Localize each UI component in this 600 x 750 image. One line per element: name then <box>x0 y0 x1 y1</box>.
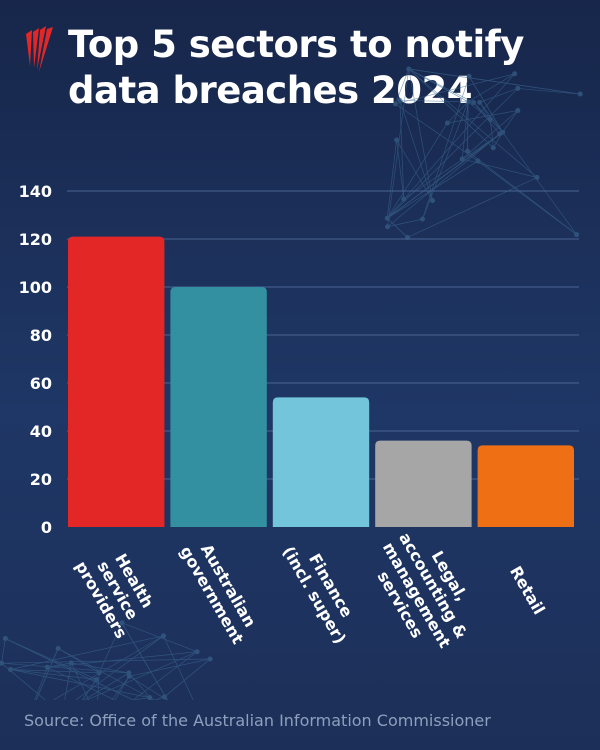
y-tick-label: 80 <box>30 326 52 345</box>
y-tick-label: 60 <box>30 374 52 393</box>
x-tick-label: Legal,accounting &managementservices <box>362 520 487 661</box>
y-tick-label: 100 <box>19 278 52 297</box>
x-tick-label: Healthserviceproviders <box>72 539 164 642</box>
bar <box>375 440 472 527</box>
bar-chart: 0 20 40 60 80 100 120 140 Healthserviceproviders… <box>0 66 583 700</box>
bar <box>477 445 574 527</box>
x-tick-label-line: Retail <box>506 563 549 618</box>
network-decoration <box>0 66 583 700</box>
title-line-1: Top 5 sectors to notify <box>68 23 524 66</box>
bar <box>170 287 267 527</box>
sbs-logo-icon <box>26 26 53 72</box>
y-tick-label: 20 <box>30 470 52 489</box>
x-tick-label: Retail <box>506 563 549 618</box>
y-tick-label: 0 <box>41 518 52 537</box>
title-line-2: data breaches 2024 <box>68 69 473 112</box>
source-note: Source: Office of the Australian Informa… <box>24 711 491 730</box>
x-tick-label: Australiangovernment <box>176 533 264 647</box>
chart-title: Top 5 sectors to notify data breaches 20… <box>68 22 524 114</box>
y-tick-label: 120 <box>19 230 52 249</box>
x-tick-label: Finance(incl. super) <box>279 533 367 647</box>
y-tick-label: 140 <box>19 182 52 201</box>
bar <box>68 236 165 527</box>
y-tick-label: 40 <box>30 422 52 441</box>
bar <box>272 397 370 527</box>
